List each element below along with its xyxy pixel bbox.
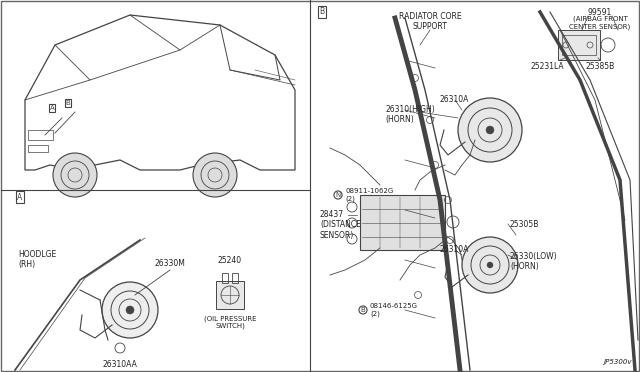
Bar [232,273,238,283]
Bar [28,145,48,152]
Text: B: B [360,307,365,313]
Text: B: B [319,7,324,16]
Circle shape [102,282,158,338]
Text: JP5300v: JP5300v [604,359,632,365]
Circle shape [53,153,97,197]
Text: 26310AA: 26310AA [102,360,138,369]
Text: 99591: 99591 [588,8,612,17]
Text: N: N [335,192,340,198]
Text: 08911-1062G
(2): 08911-1062G (2) [345,188,393,202]
Text: (AIRBAG FRONT
CENTER SENSOR): (AIRBAG FRONT CENTER SENSOR) [570,16,630,30]
Bar [562,35,596,55]
Text: B: B [66,100,70,106]
Text: 25231LA: 25231LA [530,62,564,71]
Bar [216,281,244,309]
Text: 25240: 25240 [218,256,242,265]
Text: A: A [17,192,22,202]
Text: 25305B: 25305B [510,220,540,229]
Circle shape [486,126,494,134]
Circle shape [487,262,493,268]
Text: RADIATOR CORE
SUPPORT: RADIATOR CORE SUPPORT [399,12,461,31]
Text: 08146-6125G
(2): 08146-6125G (2) [370,303,418,317]
Text: 25385B: 25385B [586,62,614,71]
Text: (OIL PRESSURE
SWITCH): (OIL PRESSURE SWITCH) [204,315,256,329]
Circle shape [126,306,134,314]
Text: 28437
(DISTANCE
SENSOR): 28437 (DISTANCE SENSOR) [320,210,361,240]
Text: 26330(LOW)
(HORN): 26330(LOW) (HORN) [510,252,557,272]
Text: 26310(HIGH)
(HORN): 26310(HIGH) (HORN) [385,105,435,124]
Bar [28,130,53,140]
Circle shape [462,237,518,293]
Bar [558,30,600,60]
Circle shape [193,153,237,197]
Bar [222,273,228,283]
Text: 26310A: 26310A [440,245,469,254]
Text: HOODLGE
(RH): HOODLGE (RH) [18,250,56,269]
Circle shape [458,98,522,162]
Text: A: A [50,105,54,111]
Bar [360,195,445,250]
Text: 26330M: 26330M [155,259,186,268]
Text: 26310A: 26310A [440,95,469,104]
